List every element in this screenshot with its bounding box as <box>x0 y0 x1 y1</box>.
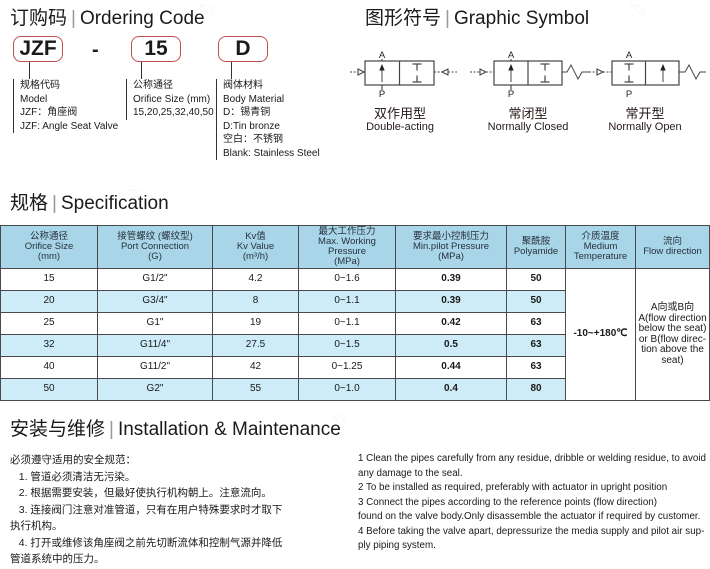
svg-text:P: P <box>626 89 632 100</box>
svg-text:A: A <box>626 50 633 61</box>
svg-text:P: P <box>379 89 385 100</box>
svg-text:P: P <box>508 89 514 100</box>
